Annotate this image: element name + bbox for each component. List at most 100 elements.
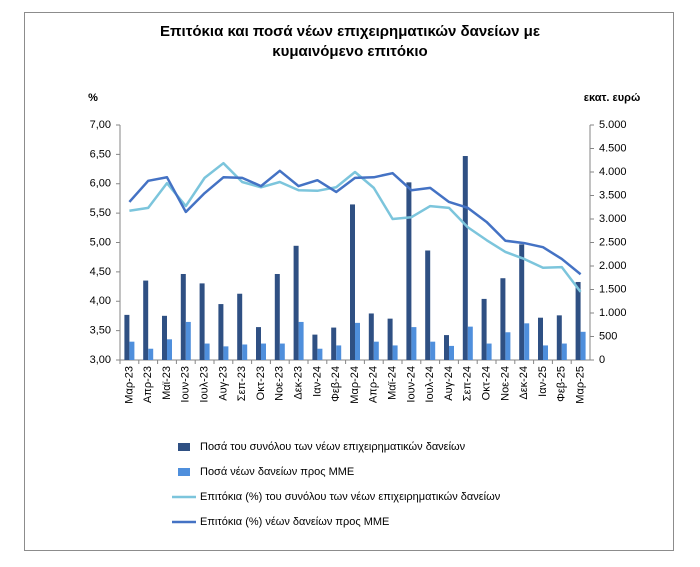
y2-tick-label: 3.500 [599,189,627,201]
x-tick-label: Νοε-23 [274,366,286,401]
y2-tick-label: 1.000 [599,307,627,319]
x-tick-label: Μαρ-23 [123,366,135,404]
y-axis-label: % [88,92,98,104]
bar [223,346,229,360]
line [129,161,582,293]
bar [261,343,266,360]
y-tick-label: 6,50 [90,148,111,160]
bar [467,326,473,360]
bar [538,317,543,360]
y2-tick-label: 3.000 [599,213,627,225]
y-tick-label: 4,00 [90,295,111,307]
bar [162,315,167,360]
bar [167,339,172,360]
y2-tick-label: 500 [599,330,617,342]
y2-tick-label: 2.500 [599,236,627,248]
x-tick-label: Αυγ-24 [443,366,455,401]
y2-tick-label: 0 [599,354,605,366]
bar [148,348,154,360]
bar [204,343,210,360]
x-tick-label: Φεβ-25 [556,366,568,402]
x-tick-label: Δεκ-24 [518,366,530,400]
x-tick-label: Μαϊ-24 [387,366,399,400]
x-tick-label: Μαϊ-23 [161,366,173,400]
bar [336,345,342,360]
legend-swatch [178,468,190,476]
bar [274,273,280,360]
bar [430,341,436,360]
y2-tick-label: 2.000 [599,260,627,272]
y-tick-label: 7,00 [90,119,111,131]
bar [392,345,398,360]
bar [242,344,248,360]
bar [298,321,304,360]
x-tick-label: Ιουλ-23 [199,366,211,403]
y2-tick-label: 1.500 [599,283,627,295]
y-tick-label: 5,00 [90,236,111,248]
x-tick-label: Δεκ-23 [293,366,305,400]
bar [312,334,318,360]
bar [449,345,454,360]
bar [387,318,393,360]
x-tick-label: Ιουν-23 [180,366,192,403]
bar [317,348,323,360]
x-tick-label: Ιουλ-24 [424,366,436,403]
bar [425,250,431,360]
chart-title: Επιτόκια και ποσά νέων επιχειρηματικών δ… [160,23,540,60]
bar [350,204,355,360]
bar [355,322,360,360]
bar [143,280,149,360]
legend-label: Επιτόκια (%) νέων δανείων προς ΜΜΕ [200,516,389,528]
x-tick-label: Ιαν-24 [311,366,323,397]
bar [524,323,530,360]
y-tick-label: 4,50 [90,266,111,278]
bar [481,298,487,360]
bar [180,273,186,360]
bar [185,321,191,360]
bar [293,245,299,360]
bar [124,314,130,360]
bar [519,244,525,360]
bar [199,283,205,360]
y-tick-label: 3,50 [90,325,111,337]
chart-frame [24,12,674,551]
legend-label: Ποσά νέων δανείων προς ΜΜΕ [200,466,354,478]
legend-swatch [178,443,190,451]
x-tick-label: Μαρ-25 [575,366,587,404]
x-tick-label: Οκτ-24 [481,366,493,400]
x-tick-label: Ιουν-24 [405,366,417,403]
y-tick-label: 5,50 [90,207,111,219]
bar [218,304,224,360]
x-tick-label: Ιαν-25 [537,366,549,397]
x-tick-label: Φεβ-24 [330,366,342,402]
x-tick-label: Σεπ-23 [236,366,248,401]
bar [505,332,511,360]
bar [561,343,567,360]
y2-tick-label: 5.000 [599,119,627,131]
bar [406,182,412,360]
x-tick-label: Σεπ-24 [462,366,474,401]
x-tick-label: Οκτ-23 [255,366,267,400]
y2-tick-label: 4.500 [599,142,627,154]
bar [462,156,468,360]
bar [486,343,492,360]
bar [237,293,243,360]
y-tick-label: 3,00 [90,354,111,366]
y2-axis-label: εκατ. ευρώ [584,92,641,104]
y2-tick-label: 4.000 [599,166,627,178]
bar [373,341,379,360]
bar [129,341,135,360]
bar [411,327,417,360]
x-tick-label: Νοε-24 [499,366,511,401]
bar [575,281,581,360]
bar [500,278,506,360]
x-tick-label: Απρ-24 [368,366,380,403]
y-tick-label: 6,00 [90,178,111,190]
bar [256,327,261,360]
x-tick-label: Αυγ-23 [217,366,229,401]
bar [331,327,337,360]
bar [368,313,374,360]
x-tick-label: Μαρ-24 [349,366,361,404]
